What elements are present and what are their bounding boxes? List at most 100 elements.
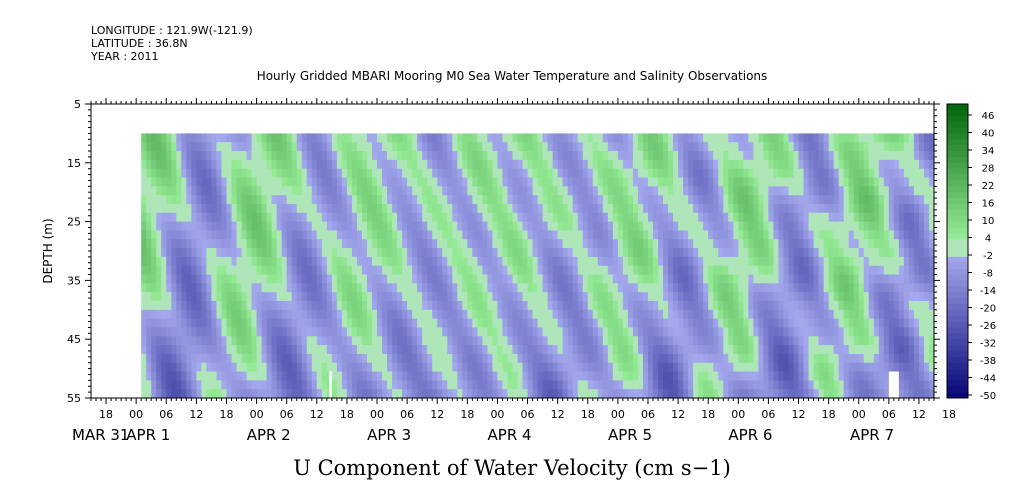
heatmap-cell: [517, 195, 523, 205]
heatmap-cell: [286, 300, 293, 311]
heatmap-cell: [873, 142, 880, 152]
heatmap-cell: [186, 345, 192, 355]
heatmap-cell: [758, 265, 764, 275]
heatmap-cell: [743, 362, 749, 372]
heatmap-cell: [336, 230, 343, 240]
heatmap-cell: [668, 318, 674, 328]
heatmap-cell: [843, 336, 850, 346]
heatmap-cell: [658, 300, 664, 311]
heatmap-cell: [226, 177, 232, 187]
heatmap-cell: [738, 186, 744, 196]
heatmap-cell: [868, 203, 875, 214]
heatmap-cell: [361, 318, 368, 328]
heatmap-cell: [422, 309, 428, 320]
heatmap-cell: [291, 309, 298, 320]
heatmap-cell: [683, 300, 689, 311]
heatmap-cell: [658, 371, 664, 381]
heatmap-cell: [673, 371, 679, 381]
heatmap-cell: [673, 248, 679, 258]
heatmap-cell: [647, 203, 654, 214]
heatmap-cell: [331, 265, 338, 275]
heatmap-cell: [502, 256, 508, 267]
heatmap-cell: [798, 151, 804, 161]
heatmap-cell: [316, 336, 323, 346]
heatmap-cell: [713, 256, 719, 267]
heatmap-cell: [683, 389, 689, 399]
heatmap-cell: [351, 265, 358, 275]
heatmap-cell: [447, 221, 453, 231]
heatmap-cell: [291, 353, 298, 364]
heatmap-cell: [642, 186, 649, 196]
heatmap-cell: [241, 389, 247, 399]
heatmap-cell: [748, 248, 754, 258]
heatmap-cell: [763, 353, 769, 364]
heatmap-cell: [838, 239, 845, 249]
heatmap-cell: [878, 318, 885, 328]
heatmap-cell: [878, 274, 885, 284]
heatmap-cell: [326, 283, 333, 293]
heatmap-cell: [156, 168, 162, 178]
heatmap-cell: [517, 345, 523, 355]
heatmap-cell: [848, 265, 855, 275]
heatmap-cell: [928, 256, 935, 267]
heatmap-cell: [753, 177, 759, 187]
heatmap-cell: [808, 256, 814, 267]
heatmap-cell: [246, 168, 252, 178]
heatmap-cell: [141, 309, 147, 320]
heatmap-cell: [377, 292, 383, 302]
heatmap-cell: [196, 327, 202, 337]
heatmap-cell: [251, 186, 257, 196]
heatmap-cell: [402, 159, 408, 170]
heatmap-cell: [522, 151, 528, 161]
heatmap-cell: [286, 239, 293, 249]
heatmap-cell: [783, 265, 789, 275]
heatmap-cell: [392, 133, 398, 143]
heatmap-cell: [251, 309, 257, 320]
heatmap-cell: [567, 362, 574, 372]
heatmap-cell: [226, 248, 232, 258]
heatmap-cell: [261, 380, 268, 390]
heatmap-cell: [818, 300, 825, 311]
heatmap-cell: [557, 168, 564, 178]
heatmap-cell: [592, 300, 599, 311]
heatmap-cell: [377, 380, 383, 390]
heatmap-cell: [873, 256, 880, 267]
heatmap-cell: [331, 345, 338, 355]
heatmap-cell: [673, 212, 679, 222]
heatmap-cell: [261, 283, 268, 293]
heatmap-cell: [848, 300, 855, 311]
heatmap-cell: [617, 256, 624, 267]
heatmap-cell: [718, 274, 724, 284]
heatmap-cell: [607, 389, 614, 399]
heatmap-cell: [853, 362, 860, 372]
heatmap-cell: [452, 230, 458, 240]
heatmap-cell: [673, 203, 679, 214]
heatmap-cell: [412, 212, 418, 222]
heatmap-cell: [191, 327, 197, 337]
heatmap-cell: [557, 177, 564, 187]
heatmap-cell: [321, 212, 328, 222]
heatmap-cell: [868, 389, 875, 399]
heatmap-cell: [848, 274, 855, 284]
heatmap-cell: [718, 230, 724, 240]
heatmap-cell: [326, 168, 333, 178]
heatmap-cell: [883, 353, 890, 364]
heatmap-cell: [306, 256, 313, 267]
heatmap-cell: [462, 177, 468, 187]
heatmap-cell: [211, 248, 217, 258]
heatmap-cell: [181, 353, 187, 364]
heatmap-cell: [587, 345, 594, 355]
heatmap-cell: [798, 168, 804, 178]
heatmap-cell: [276, 283, 283, 293]
heatmap-cell: [718, 142, 724, 152]
heatmap-cell: [918, 221, 925, 231]
heatmap-cell: [246, 309, 252, 320]
heatmap-cell: [472, 309, 478, 320]
heatmap-cell: [818, 309, 825, 320]
heatmap-cell: [868, 177, 875, 187]
heatmap-cell: [783, 203, 789, 214]
heatmap-cell: [176, 212, 182, 222]
heatmap-cell: [898, 159, 905, 170]
heatmap-cell: [472, 256, 478, 267]
heatmap-cell: [582, 327, 589, 337]
